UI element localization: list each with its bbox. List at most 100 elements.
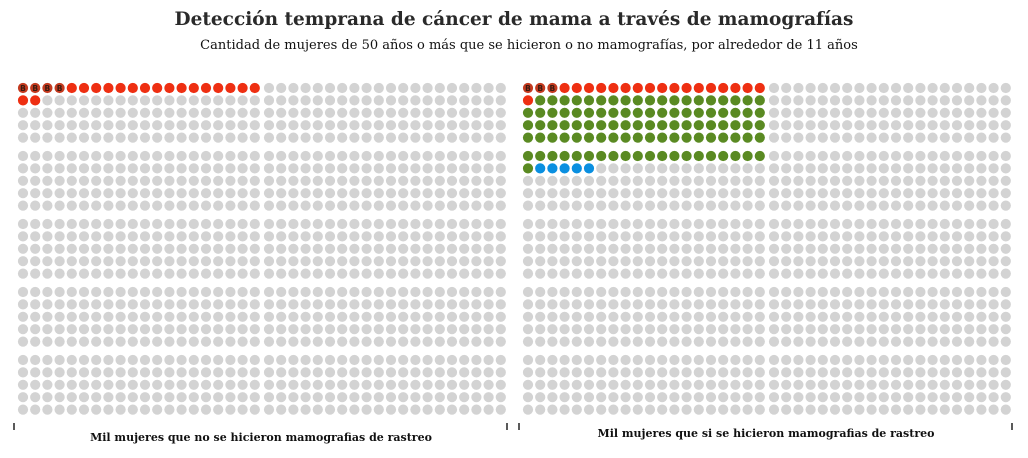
waffle-dot — [386, 176, 396, 186]
waffle-dot — [952, 380, 962, 390]
waffle-dot — [952, 287, 962, 297]
waffle-dot — [128, 269, 138, 279]
waffle-dot — [164, 231, 174, 241]
waffle-dot — [79, 176, 89, 186]
waffle-dot — [730, 256, 740, 266]
waffle-dot — [964, 83, 974, 93]
waffle-dot — [349, 83, 359, 93]
waffle-dot — [743, 120, 753, 130]
waffle-dot — [584, 133, 594, 143]
waffle-dot — [201, 231, 211, 241]
waffle-dot — [264, 176, 274, 186]
waffle-dot — [694, 324, 704, 334]
waffle-dot — [140, 392, 150, 402]
waffle-dot — [189, 299, 199, 309]
waffle-dot — [128, 405, 138, 415]
waffle-dot — [410, 244, 420, 254]
waffle-dot — [657, 108, 667, 118]
waffle-dot — [633, 95, 643, 105]
waffle-dot — [940, 176, 950, 186]
waffle-dot — [694, 244, 704, 254]
waffle-dot — [288, 83, 298, 93]
waffle-dot — [903, 188, 913, 198]
waffle-dot — [288, 188, 298, 198]
waffle-dot — [386, 231, 396, 241]
waffle-dot — [854, 188, 864, 198]
waffle-dot — [18, 392, 28, 402]
waffle-dot — [288, 108, 298, 118]
waffle-dot — [854, 95, 864, 105]
waffle-dot — [793, 405, 803, 415]
waffle-dot — [854, 405, 864, 415]
waffle-dot — [128, 176, 138, 186]
waffle-dot — [818, 324, 828, 334]
waffle-dot — [608, 231, 618, 241]
waffle-dot — [264, 108, 274, 118]
waffle-dot — [694, 120, 704, 130]
waffle-dot — [718, 355, 728, 365]
waffle-dot — [940, 244, 950, 254]
waffle-dot — [18, 188, 28, 198]
waffle-dot — [706, 188, 716, 198]
waffle-dot — [55, 269, 65, 279]
waffle-dot — [867, 380, 877, 390]
waffle-dot — [189, 367, 199, 377]
waffle-dot — [657, 367, 667, 377]
waffle-dot — [276, 133, 286, 143]
waffle-dot — [706, 337, 716, 347]
waffle-dot — [584, 287, 594, 297]
waffle-dot — [201, 83, 211, 93]
waffle-dot — [55, 392, 65, 402]
waffle-dot — [447, 163, 457, 173]
waffle-dot — [657, 201, 667, 211]
waffle-dot — [447, 108, 457, 118]
waffle-dot — [743, 324, 753, 334]
waffle-dot — [743, 231, 753, 241]
waffle-dot — [669, 287, 679, 297]
waffle-dot — [560, 367, 570, 377]
waffle-dot — [447, 176, 457, 186]
waffle-dot — [423, 133, 433, 143]
waffle-dot — [989, 83, 999, 93]
waffle-dot — [572, 231, 582, 241]
waffle-dot — [301, 355, 311, 365]
waffle-dot — [42, 163, 52, 173]
waffle-dot — [657, 244, 667, 254]
waffle-dot — [842, 299, 852, 309]
waffle-dot — [423, 287, 433, 297]
waffle-dot — [423, 108, 433, 118]
waffle-dot — [238, 188, 248, 198]
waffle-dot — [915, 392, 925, 402]
waffle-dot — [91, 188, 101, 198]
waffle-dot — [496, 287, 506, 297]
waffle-dot — [891, 120, 901, 130]
waffle-dot — [657, 188, 667, 198]
waffle-dot — [42, 244, 52, 254]
waffle-dot — [633, 287, 643, 297]
waffle-dot — [459, 83, 469, 93]
waffle-dot — [769, 299, 779, 309]
waffle-dot — [976, 120, 986, 130]
waffle-dot — [225, 188, 235, 198]
waffle-dot — [718, 120, 728, 130]
waffle-dot — [337, 392, 347, 402]
waffle-dot — [67, 367, 77, 377]
waffle-dot — [337, 219, 347, 229]
waffle-dot — [103, 337, 113, 347]
waffle-dot — [288, 244, 298, 254]
waffle-dot — [523, 380, 533, 390]
waffle-dot — [67, 380, 77, 390]
waffle-dot — [976, 95, 986, 105]
panel-no-mammography: BBBB Mil mujeres que no se hicieron mamo… — [14, 83, 507, 444]
waffle-dot — [471, 231, 481, 241]
waffle-dot — [584, 188, 594, 198]
waffle-dot — [976, 287, 986, 297]
waffle-dot — [301, 269, 311, 279]
waffle-dot — [128, 299, 138, 309]
waffle-dot — [313, 219, 323, 229]
waffle-dot — [879, 256, 889, 266]
waffle-dot — [264, 312, 274, 322]
waffle-dot — [349, 312, 359, 322]
waffle-dot — [596, 256, 606, 266]
waffle-dot — [374, 405, 384, 415]
